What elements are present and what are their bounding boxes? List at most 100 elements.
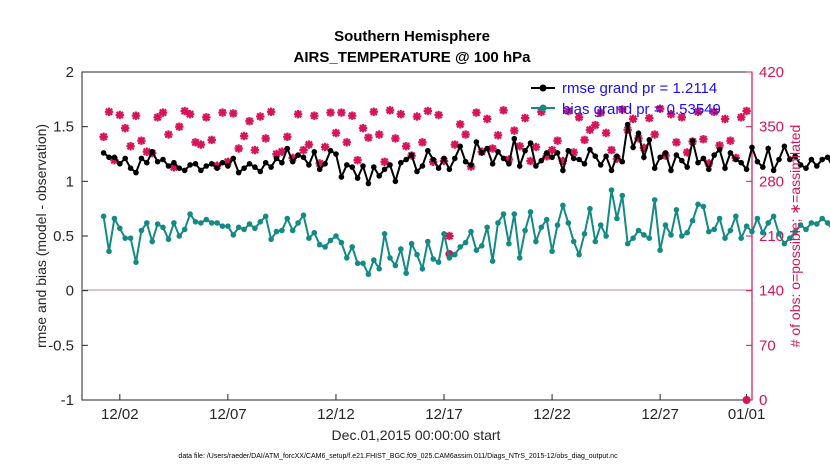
data-point <box>338 174 345 180</box>
obs-assimilated-marker <box>337 108 346 117</box>
asterisk-stroke <box>159 108 167 117</box>
obs-assimilated-marker <box>218 108 227 117</box>
data-point <box>425 147 431 154</box>
obs-assimilated-marker <box>115 110 125 120</box>
obs-assimilated-marker <box>207 135 216 145</box>
data-point <box>289 227 296 234</box>
asterisk-stroke <box>380 157 389 166</box>
data-point <box>814 221 820 227</box>
data-point <box>235 169 242 176</box>
data-point <box>322 244 328 250</box>
asterisk-stroke <box>472 108 481 117</box>
data-point <box>765 145 771 152</box>
data-point <box>225 163 231 169</box>
obs-assimilated-marker <box>310 111 319 120</box>
data-point <box>679 233 685 239</box>
obs-assimilated-marker <box>650 130 659 139</box>
obs-assimilated-marker <box>553 136 562 145</box>
data-point <box>192 219 199 225</box>
data-point <box>430 256 437 262</box>
data-point <box>381 166 388 173</box>
data-point <box>230 155 237 162</box>
obs-possible-marker <box>742 396 751 404</box>
y-right-tick-label: 140 <box>759 283 784 300</box>
data-point <box>100 213 107 220</box>
data-point <box>452 155 458 162</box>
obs-assimilated-marker <box>450 140 459 149</box>
data-point <box>462 158 469 165</box>
data-point <box>700 155 707 162</box>
data-point <box>235 224 242 231</box>
asterisk-stroke <box>699 135 708 144</box>
data-point <box>127 235 134 241</box>
data-point <box>392 262 399 269</box>
data-point <box>106 154 112 161</box>
data-point <box>371 164 377 170</box>
data-point <box>144 159 150 166</box>
obs-assimilated-marker <box>266 107 276 117</box>
asterisk-stroke <box>353 156 362 165</box>
obs-assimilated-marker <box>607 145 616 155</box>
obs-assimilated-marker <box>131 111 141 120</box>
data-point <box>241 165 247 171</box>
data-point <box>419 163 426 169</box>
data-point <box>716 215 723 222</box>
data-point <box>181 226 188 233</box>
data-point <box>311 229 318 236</box>
bias-series <box>100 187 830 278</box>
data-point <box>311 149 318 155</box>
data-point <box>506 161 512 167</box>
legend-rmse-marker <box>539 84 547 92</box>
asterisk-stroke <box>656 104 665 113</box>
obs-assimilated-marker <box>628 114 638 124</box>
data-point <box>706 228 712 235</box>
data-point <box>360 163 366 169</box>
asterisk-stroke <box>650 130 659 139</box>
data-point <box>533 163 539 169</box>
obs-assimilated-marker <box>239 131 249 141</box>
data-point <box>219 223 226 229</box>
data-point <box>262 159 269 166</box>
data-point <box>651 165 658 171</box>
data-point <box>133 259 139 266</box>
y-tick-label: 1.5 <box>53 119 74 136</box>
obs-assimilated-marker <box>461 130 470 139</box>
obs-assimilated-marker <box>250 145 260 155</box>
asterisk-stroke <box>105 107 113 116</box>
data-point <box>149 149 155 155</box>
obs-assimilated-marker <box>742 106 751 116</box>
asterisk-stroke <box>121 124 130 133</box>
asterisk-stroke <box>191 138 200 147</box>
obs-assimilated-marker <box>391 134 400 143</box>
asterisk-stroke <box>531 143 540 151</box>
data-point <box>570 238 577 245</box>
data-point <box>592 238 599 245</box>
data-point <box>706 166 712 173</box>
y-axis-label: rmse and bias (model - observation) <box>33 124 49 348</box>
data-point <box>727 227 734 234</box>
obs-assimilated-marker <box>618 105 627 114</box>
obs-assimilated-marker <box>202 113 211 122</box>
data-point <box>441 231 447 237</box>
data-point <box>543 150 550 156</box>
data-point <box>473 247 480 253</box>
data-point <box>727 150 734 156</box>
data-point <box>560 202 566 209</box>
data-point <box>787 156 793 163</box>
obs-assimilated-marker <box>666 109 676 119</box>
data-point <box>743 223 750 229</box>
data-point <box>484 145 491 152</box>
asterisk-stroke <box>715 141 724 150</box>
asterisk-stroke <box>234 144 243 153</box>
data-point <box>408 152 415 158</box>
asterisk-stroke <box>375 130 384 139</box>
asterisk-stroke <box>267 107 276 116</box>
obs-assimilated-marker <box>261 134 270 143</box>
data-point <box>219 159 226 166</box>
data-point <box>117 161 123 167</box>
data-point <box>241 226 247 233</box>
chart-title: Southern Hemisphere <box>334 28 490 45</box>
asterisk-stroke <box>337 108 346 117</box>
obs-assimilated-marker <box>412 112 422 121</box>
x-axis-label: Dec.01,2015 00:00:00 start <box>332 427 501 443</box>
